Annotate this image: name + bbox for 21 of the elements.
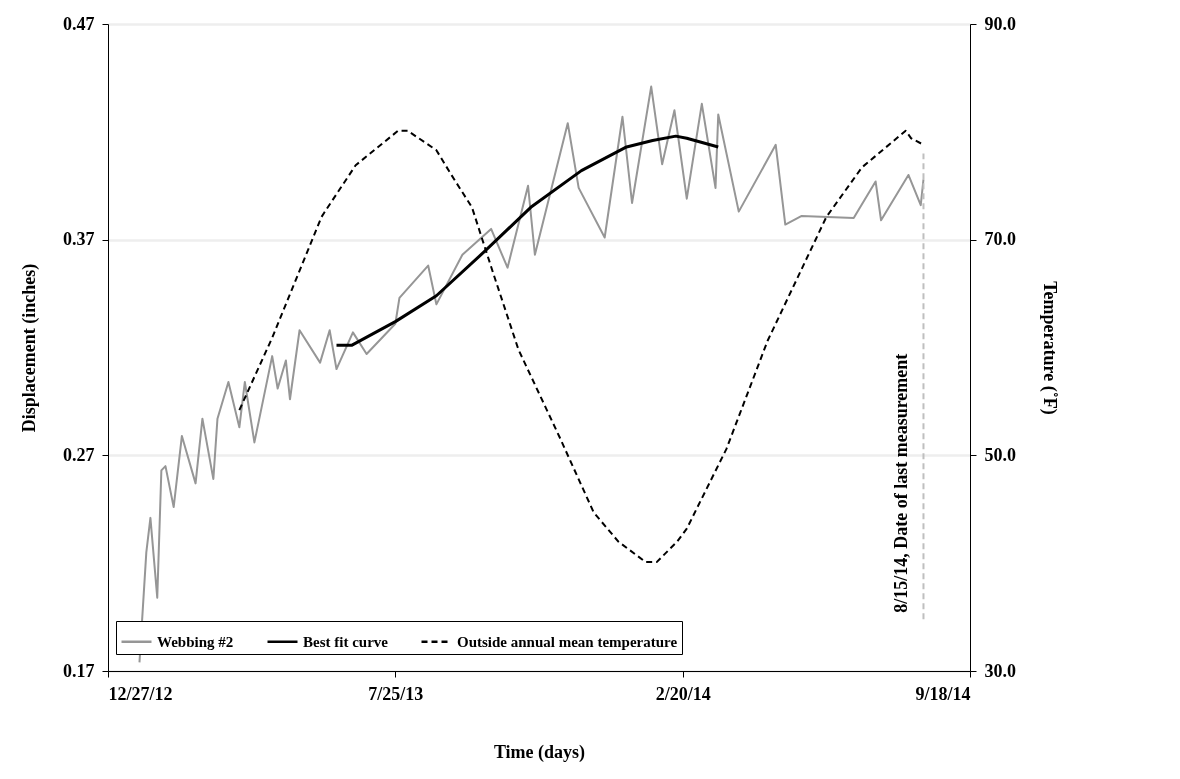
y-axis-title: Displacement (inches) bbox=[19, 263, 40, 433]
legend-label: Outside annual mean temperature bbox=[457, 633, 678, 650]
x-tick-label: 9/18/14 bbox=[915, 683, 971, 704]
y2-tick-label: 30.0 bbox=[984, 660, 1016, 681]
ref-line-label: 8/15/14, Date of last measurement bbox=[891, 353, 912, 613]
y2-tick-label: 50.0 bbox=[984, 444, 1016, 465]
y2-tick-label: 70.0 bbox=[984, 229, 1016, 250]
x-tick-label: 2/20/14 bbox=[655, 683, 711, 704]
legend-label: Best fit curve bbox=[303, 633, 389, 650]
y-tick-label: 0.17 bbox=[63, 660, 95, 681]
y2-tick-label: 90.0 bbox=[984, 13, 1016, 34]
y-tick-label: 0.47 bbox=[63, 13, 95, 34]
y2-axis-title: Temperature (˚F) bbox=[1039, 281, 1060, 415]
y-tick-label: 0.37 bbox=[63, 229, 95, 250]
legend-label: Webbing #2 bbox=[157, 633, 234, 650]
line-series bbox=[335, 134, 720, 347]
x-tick-label: 12/27/12 bbox=[108, 683, 173, 704]
x-tick-label: 7/25/13 bbox=[368, 683, 424, 704]
line-series bbox=[138, 85, 925, 664]
y-tick-label: 0.27 bbox=[63, 444, 95, 465]
x-axis-title: Time (days) bbox=[493, 741, 586, 763]
